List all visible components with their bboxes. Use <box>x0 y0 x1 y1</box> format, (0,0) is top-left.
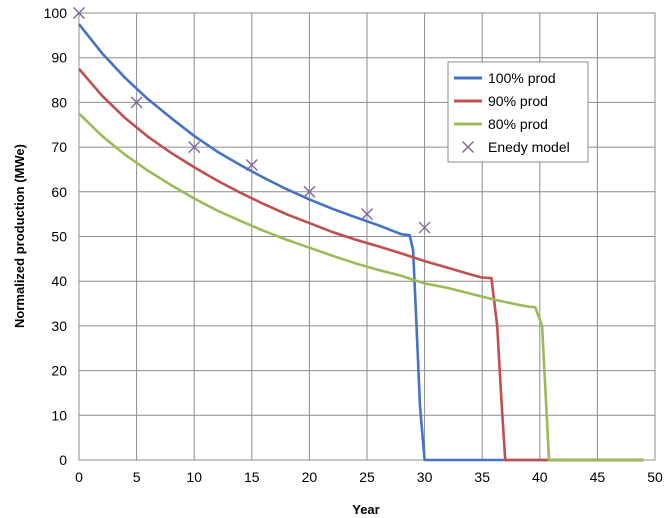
x-tick-label: 20 <box>302 469 318 485</box>
grid <box>78 12 656 461</box>
y-tick-label: 100 <box>44 5 68 21</box>
data-point-enedy-model <box>130 96 143 109</box>
y-tick-label: 90 <box>51 50 67 66</box>
x-tick-label: 0 <box>75 469 83 485</box>
x-tick-label: 30 <box>417 469 433 485</box>
tick-labels: 0 5 10 15 20 25 30 35 40 45 50 0 10 20 30 40 50 60 70 80 90 1… <box>44 5 663 485</box>
legend-label: 90% prod <box>488 93 548 109</box>
x-tick-label: 25 <box>359 469 375 485</box>
y-tick-label: 60 <box>51 184 67 200</box>
data-point-enedy-model <box>303 185 316 198</box>
x-tick-label: 10 <box>186 469 202 485</box>
y-tick-label: 40 <box>51 273 67 289</box>
x-tick-label: 5 <box>133 469 141 485</box>
x-tick-label: 50 <box>647 469 663 485</box>
data-point-enedy-model <box>188 141 201 154</box>
x-tick-label: 40 <box>532 469 548 485</box>
legend-item-100-prod: 100% prod <box>454 70 556 86</box>
y-axis-title: Normalized production (MWe) <box>12 144 27 328</box>
y-tick-label: 30 <box>51 318 67 334</box>
x-axis-title: Year <box>352 502 379 517</box>
legend: 100% prod 90% prod 80% prod Enedy model <box>447 61 589 163</box>
y-tick-label: 80 <box>51 94 67 110</box>
x-tick-label: 15 <box>244 469 260 485</box>
y-tick-label: 20 <box>51 363 67 379</box>
legend-swatch <box>462 141 474 153</box>
legend-item-90-prod: 90% prod <box>454 93 548 109</box>
legend-item-enedy-model: Enedy model <box>462 139 570 155</box>
y-tick-label: 70 <box>51 139 67 155</box>
legend-label: Enedy model <box>488 139 570 155</box>
series-line-100-prod <box>77 23 644 462</box>
series-layer <box>73 7 644 462</box>
series-line-80-prod <box>78 112 644 462</box>
y-tick-label: 50 <box>51 229 67 245</box>
data-point-enedy-model <box>418 221 431 234</box>
legend-label: 100% prod <box>488 70 556 86</box>
x-tick-label: 35 <box>474 469 490 485</box>
legend-label: 80% prod <box>488 116 548 132</box>
data-point-enedy-model <box>245 158 258 171</box>
y-tick-label: 10 <box>51 407 67 423</box>
data-point-enedy-model <box>73 7 85 19</box>
legend-item-80-prod: 80% prod <box>454 116 548 132</box>
data-point-enedy-model <box>361 208 373 221</box>
y-tick-label: 0 <box>59 452 67 468</box>
x-tick-label: 45 <box>590 469 606 485</box>
series-line-90-prod <box>78 68 644 462</box>
